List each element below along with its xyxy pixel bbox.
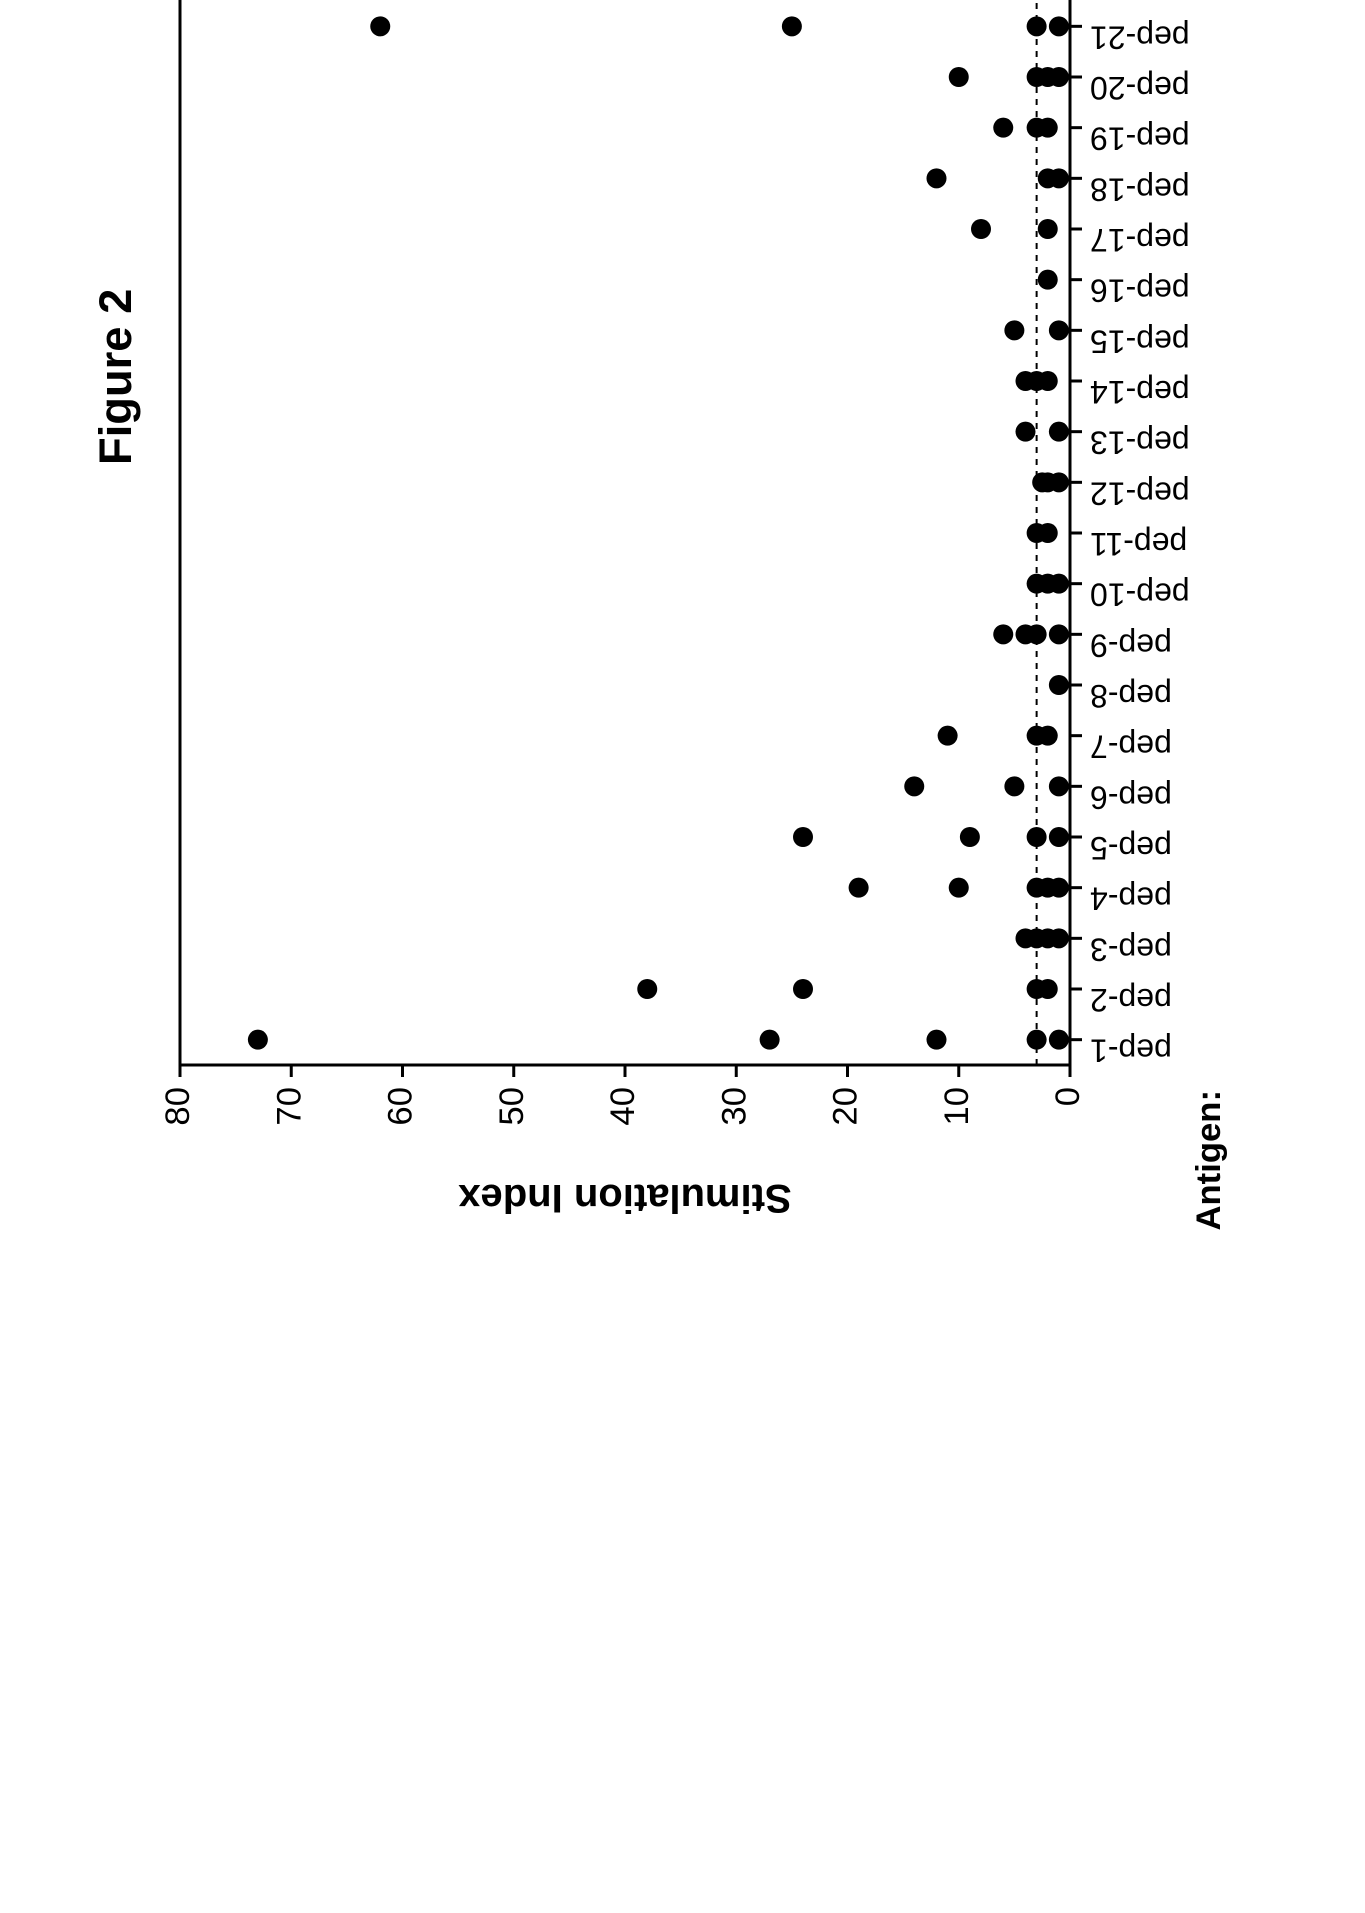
data-point (1038, 168, 1058, 188)
plot-frame (180, 0, 1070, 1065)
x-tick-label: pep-21 (1090, 19, 1190, 55)
x-tick-label: pep-9 (1090, 627, 1172, 663)
data-point (637, 979, 657, 999)
x-tick-label: pep-18 (1090, 171, 1190, 207)
data-point (1049, 675, 1069, 695)
data-point (1038, 270, 1058, 290)
y-tick-label: 10 (938, 1087, 976, 1126)
data-point (1027, 1030, 1047, 1050)
page-rotated-container: Figure 2 0 10 20 30 40 50 60 70 80 Stimulation In… (0, 0, 1365, 1365)
data-point (1049, 320, 1069, 340)
x-tick-label: pep-5 (1090, 830, 1172, 866)
data-point (927, 1030, 947, 1050)
y-axis-title: Stimulation Index (458, 1176, 791, 1220)
data-point (793, 827, 813, 847)
x-tick-label: pep-1 (1090, 1033, 1172, 1069)
x-tick-label: pep-19 (1090, 121, 1190, 157)
data-point (1027, 523, 1047, 543)
y-tick-label: 20 (827, 1087, 865, 1126)
data-point (849, 878, 869, 898)
data-point (1027, 726, 1047, 746)
data-point (1049, 422, 1069, 442)
data-point (1027, 979, 1047, 999)
data-point (1027, 574, 1047, 594)
data-point (949, 67, 969, 87)
data-point (1027, 878, 1047, 898)
figure-title: Figure 2 (90, 289, 142, 465)
x-tick-label: pep-16 (1090, 273, 1190, 309)
x-tick-label: pep-10 (1090, 577, 1190, 613)
data-point (1016, 422, 1036, 442)
x-tick-label: pep-4 (1090, 881, 1172, 917)
data-point (782, 16, 802, 36)
x-axis-prefix-label: Antigen: (1190, 1090, 1228, 1231)
data-point (1049, 624, 1069, 644)
data-point (370, 16, 390, 36)
x-tick-label: pep-2 (1090, 982, 1172, 1018)
stimulation-index-scatter-chart: 0 10 20 30 40 50 60 70 80 Stimulation Index pep-1 p… (150, 0, 1330, 1245)
x-tick-label: pep-8 (1090, 678, 1172, 714)
data-point (1027, 67, 1047, 87)
data-point (993, 118, 1013, 138)
x-tick-label: pep-6 (1090, 779, 1172, 815)
y-tick-label: 60 (382, 1087, 420, 1126)
data-point (793, 979, 813, 999)
data-point (1027, 827, 1047, 847)
data-point (1049, 827, 1069, 847)
data-point (1016, 624, 1036, 644)
x-tick-label: pep-7 (1090, 729, 1172, 765)
y-tick-label: 30 (715, 1087, 753, 1126)
data-point (248, 1030, 268, 1050)
data-point (927, 168, 947, 188)
x-tick-label: pep-11 (1090, 526, 1187, 562)
data-point (1049, 16, 1069, 36)
landscape-canvas: Figure 2 0 10 20 30 40 50 60 70 80 Stimulation In… (0, 0, 1365, 1365)
x-tick-label: pep-17 (1090, 222, 1190, 258)
data-point (949, 878, 969, 898)
data-point (1038, 219, 1058, 239)
x-tick-label: pep-22 (1090, 0, 1190, 5)
x-tick-label: pep-20 (1090, 70, 1190, 106)
data-point (1004, 320, 1024, 340)
data-point (904, 776, 924, 796)
data-point (938, 726, 958, 746)
data-point (993, 624, 1013, 644)
x-tick-label: pep-13 (1090, 425, 1190, 461)
x-tick-label: pep-12 (1090, 475, 1190, 511)
y-tick-label: 80 (159, 1087, 197, 1126)
data-point (1016, 371, 1036, 391)
x-tick-label: pep-3 (1090, 931, 1172, 967)
data-point (760, 1030, 780, 1050)
data-point (1004, 776, 1024, 796)
data-point (960, 827, 980, 847)
data-point (1032, 472, 1052, 492)
y-tick-label: 50 (493, 1087, 531, 1126)
data-point (1027, 118, 1047, 138)
x-tick-label: pep-15 (1090, 323, 1190, 359)
data-point (1049, 1030, 1069, 1050)
data-point (971, 219, 991, 239)
y-tick-label: 70 (270, 1087, 308, 1126)
data-point (1049, 776, 1069, 796)
data-point (1027, 16, 1047, 36)
y-tick-label: 0 (1049, 1087, 1087, 1106)
y-tick-label: 40 (604, 1087, 642, 1126)
data-point (1016, 928, 1036, 948)
x-tick-label: pep-14 (1090, 374, 1190, 410)
